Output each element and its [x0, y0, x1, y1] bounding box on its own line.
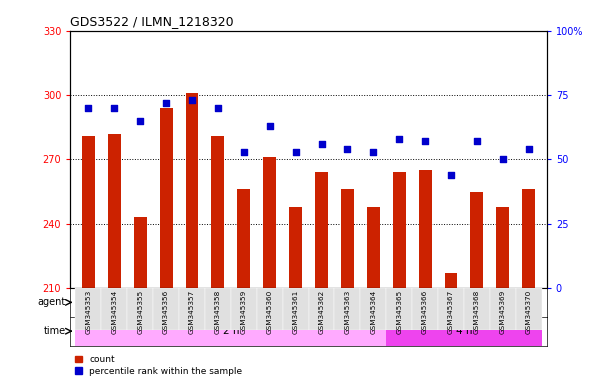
Text: agent: agent — [37, 297, 65, 308]
Point — [316, 141, 326, 147]
Bar — [470, 192, 483, 288]
Text: GSM345364: GSM345364 — [370, 290, 376, 334]
Bar — [179, 288, 205, 330]
Bar — [360, 288, 386, 330]
Point — [109, 105, 119, 111]
Text: GDS3522 / ILMN_1218320: GDS3522 / ILMN_1218320 — [70, 15, 234, 28]
Point — [394, 136, 404, 142]
Bar — [186, 93, 199, 288]
Bar — [445, 273, 458, 288]
Text: GSM345359: GSM345359 — [241, 290, 247, 334]
Text: GSM345355: GSM345355 — [137, 290, 143, 334]
Legend: count, percentile rank within the sample: count, percentile rank within the sample — [75, 355, 243, 376]
Bar — [334, 288, 360, 330]
Point — [420, 138, 430, 144]
Point — [135, 118, 145, 124]
Point — [498, 156, 508, 162]
Point — [265, 123, 274, 129]
Text: GSM345362: GSM345362 — [318, 290, 324, 334]
Text: GSM345363: GSM345363 — [345, 290, 350, 334]
Bar — [393, 172, 406, 288]
Bar — [75, 317, 386, 346]
Bar — [237, 189, 251, 288]
Bar — [367, 207, 380, 288]
Bar — [309, 288, 334, 330]
Text: GSM345353: GSM345353 — [86, 290, 92, 334]
Point — [187, 97, 197, 103]
Text: GSM345360: GSM345360 — [267, 290, 273, 334]
Bar — [75, 288, 101, 330]
Point — [213, 105, 223, 111]
Bar — [153, 288, 179, 330]
Bar — [108, 134, 121, 288]
Bar — [341, 189, 354, 288]
Bar — [386, 288, 412, 330]
Point — [343, 146, 353, 152]
Bar — [263, 157, 276, 288]
Bar — [127, 288, 153, 330]
Bar — [257, 288, 283, 330]
Bar — [412, 288, 438, 330]
Text: GSM345369: GSM345369 — [500, 290, 506, 334]
Text: GSM345366: GSM345366 — [422, 290, 428, 334]
Bar — [490, 288, 516, 330]
Bar — [231, 288, 542, 317]
Text: GSM345358: GSM345358 — [215, 290, 221, 334]
Bar — [205, 288, 231, 330]
Text: GSM345370: GSM345370 — [525, 290, 532, 334]
Bar — [496, 207, 510, 288]
Point — [84, 105, 93, 111]
Point — [239, 149, 249, 155]
Bar — [283, 288, 309, 330]
Text: time: time — [43, 326, 65, 336]
Bar — [516, 288, 542, 330]
Text: GSM345365: GSM345365 — [396, 290, 402, 334]
Bar — [419, 170, 431, 288]
Text: GSM345367: GSM345367 — [448, 290, 454, 334]
Bar — [522, 189, 535, 288]
Text: 4 h: 4 h — [456, 326, 472, 336]
Text: GSM345356: GSM345356 — [163, 290, 169, 334]
Bar — [211, 136, 224, 288]
Bar — [464, 288, 490, 330]
Point — [161, 100, 171, 106]
Text: GSM345357: GSM345357 — [189, 290, 195, 334]
Text: GSM345354: GSM345354 — [111, 290, 117, 334]
Point — [524, 146, 533, 152]
Bar — [231, 288, 257, 330]
Bar — [159, 108, 172, 288]
Bar — [101, 288, 127, 330]
Text: NTHi: NTHi — [374, 297, 398, 308]
Bar — [315, 172, 328, 288]
Point — [291, 149, 301, 155]
Point — [472, 138, 482, 144]
Bar — [386, 317, 542, 346]
Text: 2 h: 2 h — [222, 326, 239, 336]
Point — [368, 149, 378, 155]
Bar — [75, 288, 231, 317]
Text: GSM345361: GSM345361 — [293, 290, 299, 334]
Bar — [289, 207, 302, 288]
Bar — [82, 136, 95, 288]
Text: GSM345368: GSM345368 — [474, 290, 480, 334]
Bar — [438, 288, 464, 330]
Point — [446, 172, 456, 178]
Text: control: control — [135, 297, 171, 308]
Bar — [134, 217, 147, 288]
